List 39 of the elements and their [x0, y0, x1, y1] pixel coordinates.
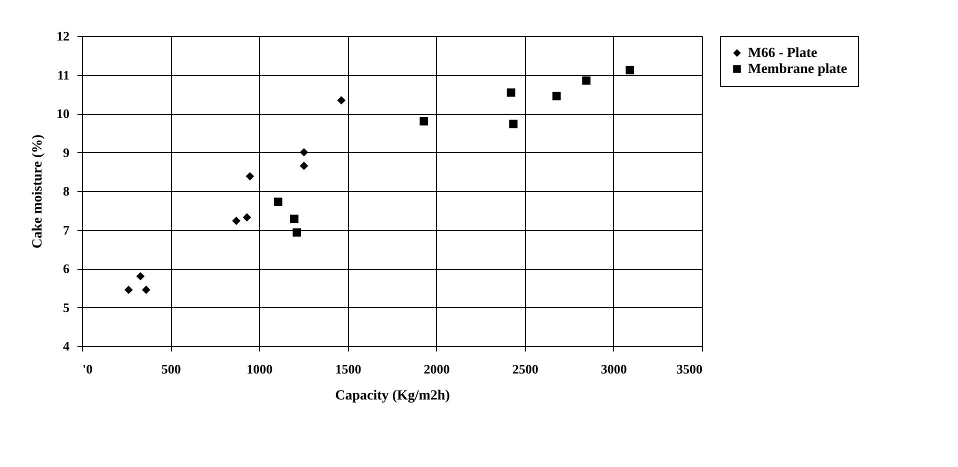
point	[509, 120, 518, 128]
x-tick-label: 2500	[512, 362, 538, 376]
point	[142, 286, 150, 294]
point	[274, 198, 282, 206]
x-tick-label: 2000	[424, 362, 450, 376]
x-tick-label: 500	[161, 362, 181, 376]
y-tick-label: 7	[63, 222, 70, 238]
x-tick-label: '0	[82, 362, 93, 376]
point	[246, 172, 254, 180]
y-tick-label: 11	[57, 67, 70, 82]
point	[506, 88, 516, 97]
legend-label: M66 - Plate	[748, 46, 818, 61]
y-tick-label: 9	[63, 144, 70, 160]
point	[626, 66, 634, 74]
x-tick-label: 1000	[246, 362, 273, 376]
x-tick-label: 1500	[335, 362, 362, 376]
y-tick-label: 10	[56, 106, 70, 121]
point	[124, 286, 133, 294]
y-tick-label: 12	[56, 28, 70, 44]
point	[420, 117, 428, 126]
point	[290, 214, 298, 224]
y-axis-title: Cake moisture (%)	[30, 134, 46, 249]
x-axis-title: Capacity (Kg/m2h)	[335, 388, 450, 404]
y-tick-label: 5	[63, 300, 70, 315]
legend-label: Membrane plate	[748, 62, 848, 77]
point	[337, 96, 346, 105]
point	[136, 272, 145, 280]
x-tick-label: 3500	[676, 362, 702, 376]
point	[292, 228, 302, 237]
point	[300, 162, 308, 170]
y-tick-label: 6	[63, 261, 70, 276]
point	[242, 213, 252, 222]
x-tick-label: 3000	[600, 362, 627, 376]
y-tick-label: 8	[63, 184, 70, 198]
point	[300, 148, 308, 156]
y-tick-label: 4	[63, 338, 70, 354]
point	[232, 216, 240, 226]
point	[582, 76, 591, 85]
point	[552, 92, 561, 100]
